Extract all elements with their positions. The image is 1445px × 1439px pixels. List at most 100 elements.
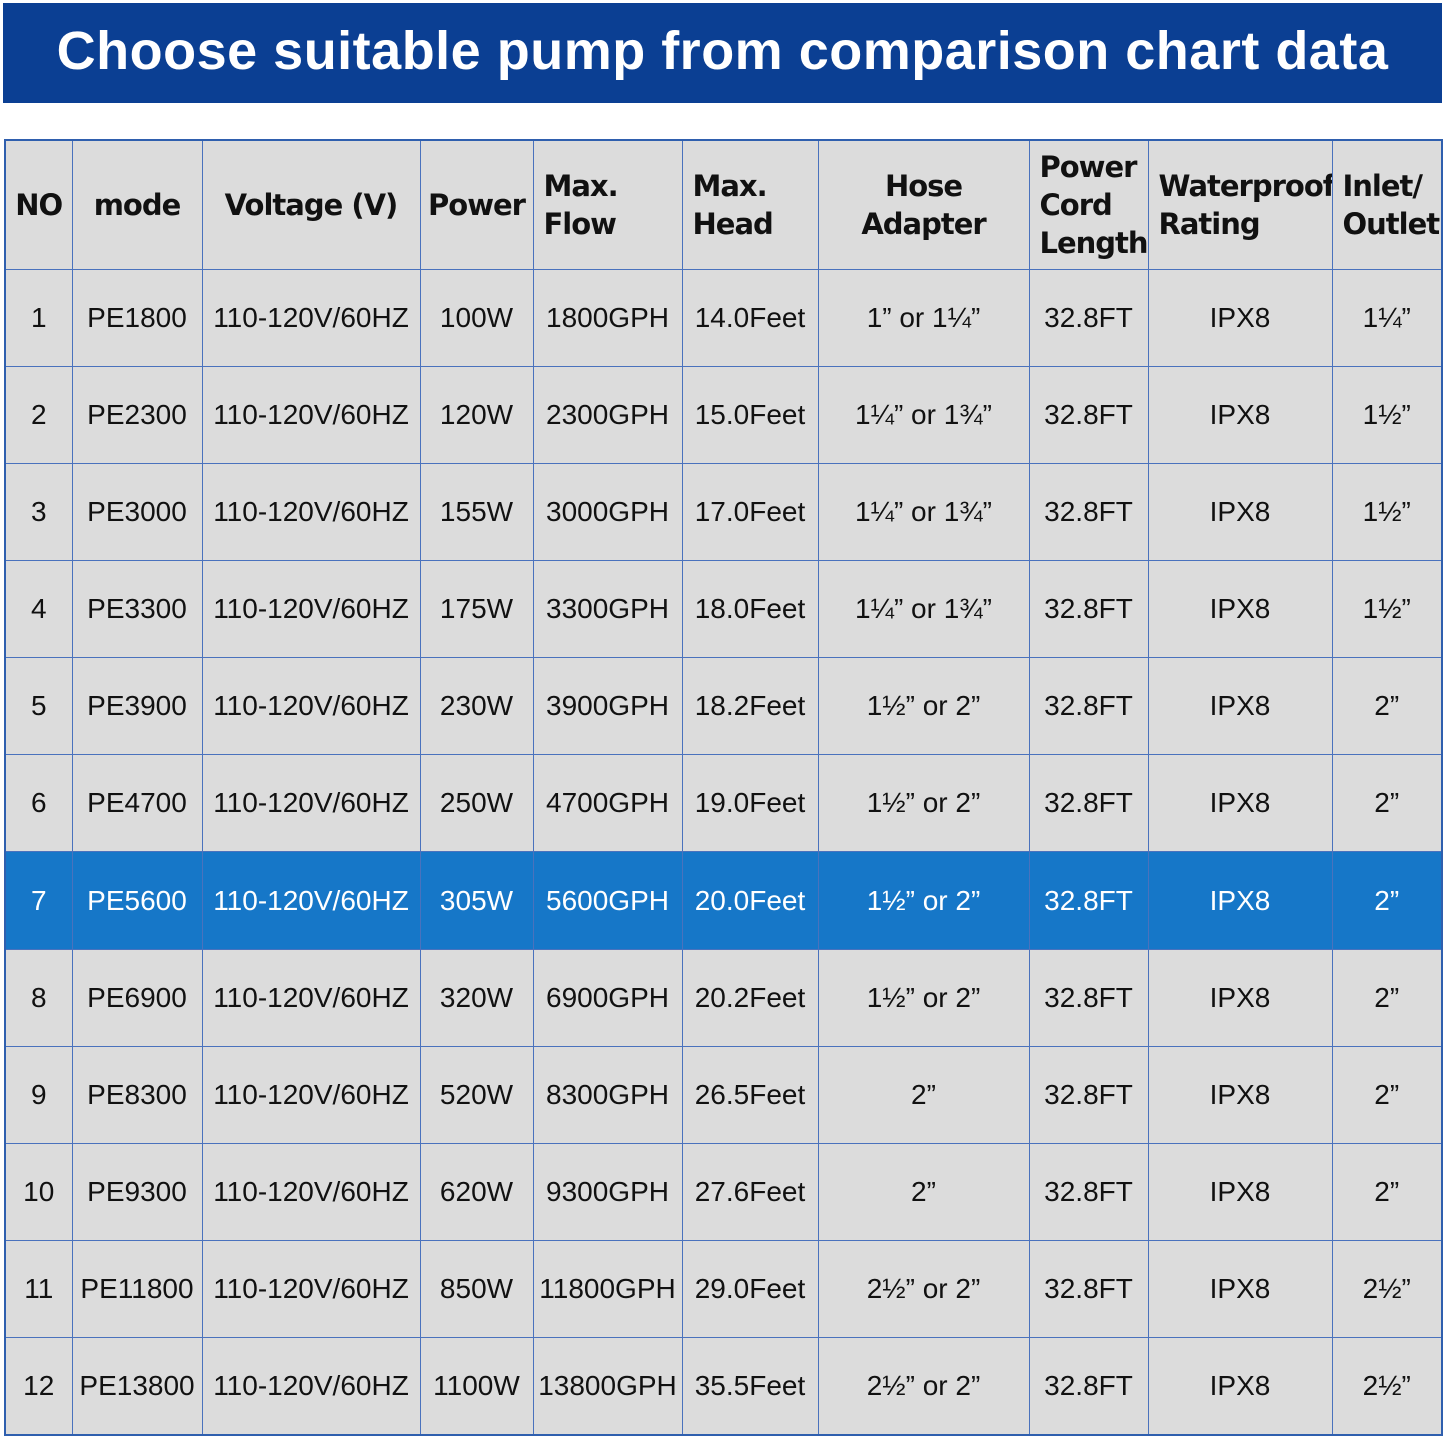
- table-cell: 1½” or 2”: [817, 948, 1030, 1047]
- table-cell: 32.8FT: [1028, 366, 1149, 465]
- column-header: Power Cord Length: [1028, 139, 1149, 270]
- table-cell: IPX8: [1147, 463, 1333, 562]
- table-cell: 6: [4, 754, 73, 853]
- table-cell: 1½”: [1331, 560, 1443, 659]
- table-row: 12 PE13800 110-120V/60HZ 1100W 13800GPH 35.5F…: [4, 1336, 1443, 1436]
- table-cell: 620W: [419, 1142, 534, 1241]
- table-row: 2 PE2300 110-120V/60HZ 120W 2300GPH 15.0Feet 1…: [4, 366, 1443, 465]
- table-cell: 110-120V/60HZ: [201, 366, 421, 465]
- table-cell: 100W: [419, 268, 534, 368]
- table-cell: 110-120V/60HZ: [201, 1142, 421, 1241]
- table-cell: IPX8: [1147, 1336, 1333, 1436]
- table-cell: 18.0Feet: [681, 560, 819, 659]
- column-header: mode: [71, 139, 203, 270]
- table-cell: PE4700: [71, 754, 203, 853]
- table-cell: 3900GPH: [532, 657, 683, 756]
- table-cell: 32.8FT: [1028, 754, 1149, 853]
- table-cell: PE1800: [71, 268, 203, 368]
- table-cell: IPX8: [1147, 1239, 1333, 1338]
- table-cell: 4: [4, 560, 73, 659]
- table-cell: 4700GPH: [532, 754, 683, 853]
- table-cell: 1” or 1¼”: [817, 268, 1030, 368]
- table-cell: 32.8FT: [1028, 1142, 1149, 1241]
- table-cell: 110-120V/60HZ: [201, 851, 421, 950]
- column-header: Max. Flow: [532, 139, 683, 270]
- table-cell: 32.8FT: [1028, 1239, 1149, 1338]
- column-header: Inlet/ Outlet: [1331, 139, 1443, 270]
- table-row: 7 PE5600 110-120V/60HZ 305W 5600GPH 20.0Feet 1…: [4, 851, 1443, 950]
- comparison-table: NO mode Voltage (V) Power Max. Flow Max. Head…: [4, 139, 1443, 1436]
- table-cell: IPX8: [1147, 851, 1333, 950]
- table-cell: 1¼”: [1331, 268, 1443, 368]
- table-cell: IPX8: [1147, 268, 1333, 368]
- table-cell: 2”: [1331, 1045, 1443, 1144]
- table-row: 5 PE3900 110-120V/60HZ 230W 3900GPH 18.2Feet 1…: [4, 657, 1443, 756]
- table-cell: 19.0Feet: [681, 754, 819, 853]
- table-cell: 2”: [1331, 948, 1443, 1047]
- table-cell: 110-120V/60HZ: [201, 1239, 421, 1338]
- table-cell: 1: [4, 268, 73, 368]
- table-cell: 12: [4, 1336, 73, 1436]
- table-body: 1 PE1800 110-120V/60HZ 100W 1800GPH 14.0Feet 1…: [4, 268, 1443, 1436]
- table-cell: IPX8: [1147, 560, 1333, 659]
- table-cell: PE3000: [71, 463, 203, 562]
- table-cell: 3300GPH: [532, 560, 683, 659]
- table-cell: 2½” or 2”: [817, 1239, 1030, 1338]
- table-cell: 15.0Feet: [681, 366, 819, 465]
- table-cell: 5600GPH: [532, 851, 683, 950]
- table-cell: 1½”: [1331, 366, 1443, 465]
- table-row: 3 PE3000 110-120V/60HZ 155W 3000GPH 17.0Feet 1…: [4, 463, 1443, 562]
- table-cell: 230W: [419, 657, 534, 756]
- table-cell: 3000GPH: [532, 463, 683, 562]
- column-header: Voltage (V): [201, 139, 421, 270]
- column-header: Power: [419, 139, 534, 270]
- table-cell: 1½” or 2”: [817, 657, 1030, 756]
- table-cell: 9300GPH: [532, 1142, 683, 1241]
- table-cell: 32.8FT: [1028, 1336, 1149, 1436]
- table-cell: 2½”: [1331, 1336, 1443, 1436]
- table-cell: 520W: [419, 1045, 534, 1144]
- table-cell: 2”: [1331, 1142, 1443, 1241]
- table-cell: 110-120V/60HZ: [201, 948, 421, 1047]
- table-cell: 8: [4, 948, 73, 1047]
- table-cell: 850W: [419, 1239, 534, 1338]
- table-cell: 9: [4, 1045, 73, 1144]
- table-cell: 110-120V/60HZ: [201, 560, 421, 659]
- table-cell: 2300GPH: [532, 366, 683, 465]
- table-row: 8 PE6900 110-120V/60HZ 320W 6900GPH 20.2Feet 1…: [4, 948, 1443, 1047]
- table-cell: 2”: [817, 1045, 1030, 1144]
- table-cell: 2”: [1331, 754, 1443, 853]
- table-cell: IPX8: [1147, 657, 1333, 756]
- table-cell: PE11800: [71, 1239, 203, 1338]
- table-cell: 1100W: [419, 1336, 534, 1436]
- table-cell: 320W: [419, 948, 534, 1047]
- table-cell: PE3900: [71, 657, 203, 756]
- table-cell: 29.0Feet: [681, 1239, 819, 1338]
- table-cell: 32.8FT: [1028, 657, 1149, 756]
- table-cell: PE8300: [71, 1045, 203, 1144]
- table-cell: 2: [4, 366, 73, 465]
- table-cell: 1¼” or 1¾”: [817, 366, 1030, 465]
- table-cell: 6900GPH: [532, 948, 683, 1047]
- table-cell: 32.8FT: [1028, 1045, 1149, 1144]
- table-cell: 1800GPH: [532, 268, 683, 368]
- table-cell: PE2300: [71, 366, 203, 465]
- table-cell: 2½”: [1331, 1239, 1443, 1338]
- table-cell: PE6900: [71, 948, 203, 1047]
- table-cell: PE5600: [71, 851, 203, 950]
- table-cell: 110-120V/60HZ: [201, 463, 421, 562]
- table-cell: IPX8: [1147, 366, 1333, 465]
- table-cell: 35.5Feet: [681, 1336, 819, 1436]
- table-row: 4 PE3300 110-120V/60HZ 175W 3300GPH 18.0Feet 1…: [4, 560, 1443, 659]
- table-cell: 3: [4, 463, 73, 562]
- table-cell: 305W: [419, 851, 534, 950]
- table-cell: PE3300: [71, 560, 203, 659]
- table-cell: 32.8FT: [1028, 948, 1149, 1047]
- table-cell: 20.2Feet: [681, 948, 819, 1047]
- column-header: NO: [4, 139, 73, 270]
- table-row: 1 PE1800 110-120V/60HZ 100W 1800GPH 14.0Feet 1…: [4, 268, 1443, 368]
- table-cell: 1½”: [1331, 463, 1443, 562]
- table-cell: 5: [4, 657, 73, 756]
- table-cell: IPX8: [1147, 1045, 1333, 1144]
